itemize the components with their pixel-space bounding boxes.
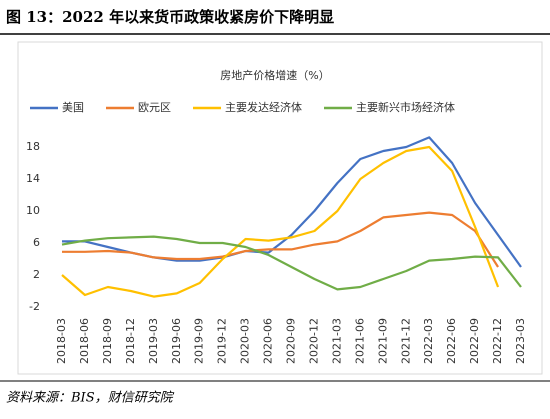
y-tick-label: 6 (33, 236, 40, 249)
chart-title: 房地产价格增速（%） (220, 68, 329, 82)
x-tick-label: 2018-12 (124, 318, 137, 364)
legend-label: 主要发达经济体 (225, 100, 302, 114)
x-tick-label: 2021-03 (330, 318, 343, 364)
x-tick-label: 2018-09 (101, 318, 114, 364)
header-title: 图 13：2022 年以来货币政策收紧房价下降明显 (6, 8, 334, 26)
x-tick-label: 2020-09 (285, 318, 298, 364)
x-tick-label: 2018-03 (55, 318, 68, 364)
x-tick-label: 2023-03 (514, 318, 527, 364)
x-tick-label: 2020-06 (262, 318, 275, 364)
x-tick-label: 2021-12 (399, 318, 412, 364)
x-tick-label: 2019-12 (216, 318, 229, 364)
y-tick-label: 2 (33, 268, 40, 281)
x-tick-label: 2019-03 (147, 318, 160, 364)
x-tick-label: 2021-09 (376, 318, 389, 364)
y-tick-label: 18 (26, 140, 40, 153)
series-line (62, 136, 522, 268)
x-tick-label: 2020-12 (307, 318, 320, 364)
legend-label: 欧元区 (138, 101, 171, 114)
y-tick-label: 14 (26, 172, 40, 185)
x-tick-label: 2022-12 (491, 318, 504, 364)
x-tick-label: 2018-06 (78, 318, 91, 364)
x-tick-label: 2019-06 (170, 318, 183, 364)
series-line (61, 235, 522, 291)
x-tick-label: 2021-06 (353, 318, 366, 364)
y-tick-label: -2 (29, 300, 40, 313)
series-line (62, 211, 499, 268)
x-tick-label: 2022-06 (445, 318, 458, 364)
x-tick-label: 2022-09 (468, 318, 481, 364)
source: 资料来源：BIS，财信研究院 (6, 390, 175, 406)
series-line (61, 145, 500, 298)
x-tick-label: 2022-03 (422, 318, 435, 364)
y-tick-label: 10 (26, 204, 40, 217)
legend-label: 主要新兴市场经济体 (356, 100, 455, 114)
x-tick-label: 2019-09 (193, 318, 206, 364)
legend-label: 美国 (62, 101, 84, 114)
chart-frame (17, 41, 543, 375)
x-tick-label: 2020-03 (239, 318, 252, 364)
